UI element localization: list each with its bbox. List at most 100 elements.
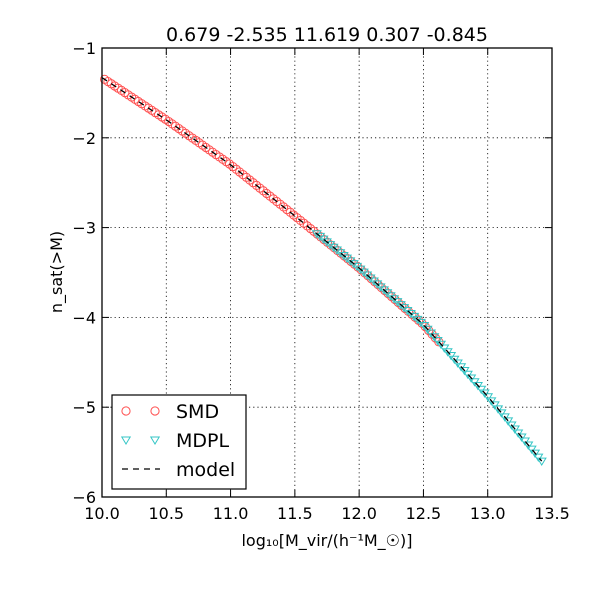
mdpl-point — [325, 241, 336, 250]
x-tick-label: 13.5 — [534, 504, 570, 523]
mdpl-point — [533, 453, 544, 463]
mdpl-point — [378, 286, 389, 295]
smd-point — [292, 213, 302, 223]
mdpl-point — [402, 307, 413, 316]
y-tick-label: −3 — [72, 219, 96, 238]
smd-point — [309, 226, 319, 236]
x-tick-label: 12.5 — [406, 504, 442, 523]
mdpl-point — [375, 283, 386, 292]
smd-point — [224, 159, 235, 169]
mdpl-point — [492, 405, 504, 414]
smd-point — [262, 188, 272, 199]
mdpl-point — [519, 437, 531, 446]
mdpl-point — [496, 409, 507, 418]
mdpl-point — [489, 401, 500, 410]
smd-point — [228, 161, 238, 172]
mdpl-point — [405, 309, 416, 319]
mdpl-point — [486, 397, 497, 406]
mdpl-point — [526, 445, 537, 454]
mdpl-point — [341, 254, 353, 264]
legend-smd-marker — [121, 406, 131, 416]
smd-point — [272, 196, 282, 207]
smd-point — [295, 215, 306, 226]
legend-mdpl-marker — [120, 436, 132, 445]
x-axis-label: log₁₀[M_vir/(h⁻¹M_☉)] — [241, 531, 412, 551]
smd-point — [305, 224, 316, 234]
mdpl-point — [509, 425, 520, 434]
mdpl-point — [368, 277, 379, 286]
y-tick-label: −1 — [72, 39, 96, 58]
smd-point — [248, 178, 258, 188]
smd-point — [289, 210, 299, 220]
mdpl-point — [358, 268, 369, 278]
mdpl-point — [355, 265, 366, 275]
legend-mdpl-marker — [149, 436, 161, 445]
mdpl-point — [351, 262, 363, 272]
smd-point — [258, 186, 268, 196]
smd-point — [282, 204, 292, 215]
smd-point — [312, 229, 322, 239]
legend-smd-marker — [150, 406, 160, 416]
x-tick-label: 11.0 — [213, 504, 249, 523]
smd-point — [235, 167, 245, 177]
smd-point — [275, 199, 285, 209]
x-tick-label: 10.0 — [84, 504, 120, 523]
chart-title: 0.679 -2.535 11.619 0.307 -0.845 — [166, 24, 488, 46]
mdpl-point — [328, 243, 339, 253]
mdpl-point — [503, 417, 514, 426]
y-tick-label: −6 — [72, 488, 96, 507]
x-tick-label: 10.5 — [148, 504, 184, 523]
plot-frame — [101, 47, 553, 498]
mdpl-point — [536, 457, 547, 467]
mdpl-point — [523, 441, 534, 450]
y-tick-label: −2 — [72, 129, 96, 148]
mdpl-point — [412, 315, 423, 325]
mdpl-point — [318, 235, 329, 245]
mdpl-point — [382, 289, 393, 298]
legend-label: MDPL — [176, 430, 229, 452]
mdpl-point — [372, 280, 383, 289]
smd-point — [255, 183, 265, 193]
mdpl-point — [361, 271, 373, 280]
smd-point — [245, 175, 255, 185]
mdpl-point — [409, 312, 420, 322]
smd-point — [241, 172, 251, 182]
mdpl-point — [506, 421, 517, 430]
mdpl-point — [529, 449, 541, 458]
y-tick-label: −5 — [72, 398, 96, 417]
mdpl-point — [365, 274, 376, 283]
smd-point — [299, 218, 309, 228]
mdpl-point — [395, 301, 406, 310]
mdpl-point — [385, 292, 396, 301]
mdpl-point — [392, 298, 403, 307]
mdpl-point — [482, 393, 494, 402]
mdpl-point — [321, 238, 332, 247]
y-axis-label: n_sat(>M) — [47, 231, 67, 313]
mdpl-point — [348, 260, 359, 269]
smd-point — [302, 221, 312, 231]
mdpl-point — [516, 433, 527, 442]
legend: SMD MDPL model — [111, 394, 247, 490]
legend-label: SMD — [176, 401, 219, 423]
mdpl-point — [513, 429, 524, 438]
mdpl-point — [331, 246, 342, 255]
x-tick-label: 11.5 — [277, 504, 313, 523]
smd-point — [265, 191, 275, 201]
x-tick-label: 13.0 — [470, 504, 506, 523]
legend-box — [111, 394, 247, 490]
model-line — [101, 77, 543, 462]
mdpl-point — [388, 295, 400, 304]
series-layer — [99, 74, 547, 467]
mdpl-point — [398, 304, 410, 313]
legend-label: model — [176, 459, 235, 481]
x-tick-label: 12.0 — [341, 504, 377, 523]
smd-point — [238, 170, 248, 180]
smd-point — [251, 180, 262, 191]
mdpl-point — [499, 413, 510, 422]
mdpl-point — [345, 257, 356, 266]
smd-point — [268, 194, 279, 204]
smd-point — [278, 202, 289, 212]
y-tick-label: −4 — [72, 308, 96, 327]
